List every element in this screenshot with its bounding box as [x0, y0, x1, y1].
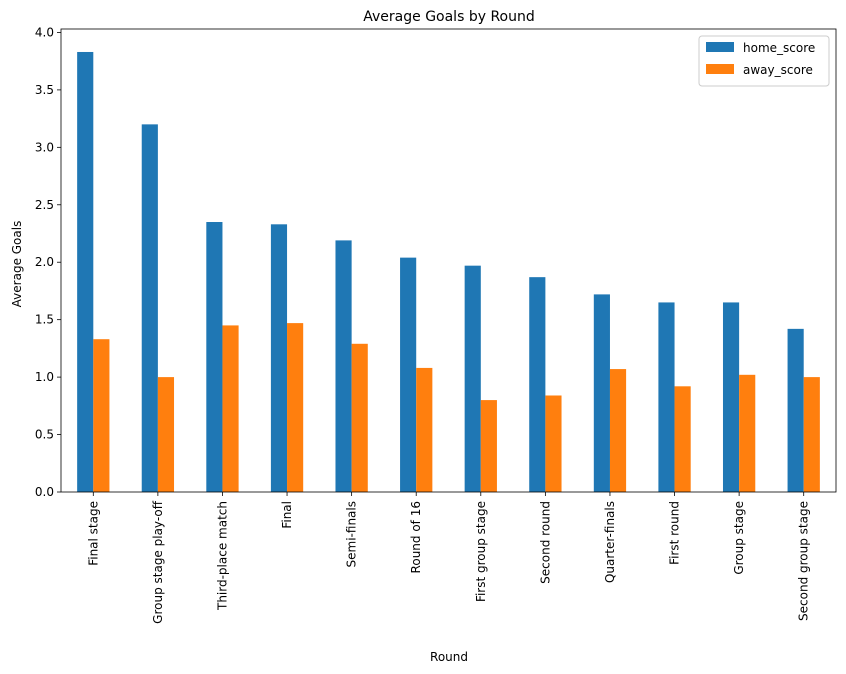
bar-home-score-10 [722, 302, 740, 492]
x-tick-label-0: Final stage [86, 501, 100, 566]
bar-home-score-7 [529, 277, 546, 492]
bar-away-score-3 [287, 323, 304, 492]
x-tick-label-3: Final [280, 501, 294, 529]
bar-away-score-1 [157, 377, 175, 492]
x-tick-label-2: Third-place match [215, 501, 229, 611]
bar-home-score-2 [206, 222, 223, 492]
y-axis-ticks: 0.0 0.5 1.0 1.5 2.0 2.5 3.0 3.5 4.0 [35, 25, 61, 499]
y-tick-label-6: 3.0 [35, 140, 54, 154]
y-tick-label-7: 3.5 [35, 83, 54, 97]
bar-away-score-11 [803, 377, 820, 492]
x-tick-label-6: First group stage [474, 501, 488, 602]
axes-frame [60, 28, 837, 493]
bar-home-score-9 [658, 302, 675, 492]
bar-away-score-10 [739, 374, 756, 492]
y-axis-title: Average Goals [10, 221, 24, 308]
y-tick-label-8: 4.0 [35, 25, 54, 39]
bar-away-score-6 [480, 400, 497, 492]
legend-swatch-away-score [706, 64, 734, 74]
bar-home-score-6 [464, 265, 481, 492]
bar-home-score-4 [335, 240, 352, 492]
bar-away-score-2 [222, 325, 239, 492]
x-tick-label-9: First round [668, 501, 682, 565]
x-tick-label-4: Semi-finals [345, 501, 359, 567]
bar-away-score-4 [351, 343, 368, 492]
bar-home-score-3 [270, 224, 288, 492]
bar-away-score-8 [609, 369, 627, 492]
bar-home-score-8 [593, 294, 610, 492]
bar-home-score-1 [141, 124, 158, 493]
y-tick-label-2: 1.0 [35, 370, 54, 384]
chart-title: Average Goals by Round [363, 9, 535, 25]
x-tick-label-5: Round of 16 [409, 501, 423, 573]
legend-swatch-home-score [706, 42, 734, 52]
legend-label-home-score: home_score [743, 41, 815, 55]
bar-away-score-0 [93, 339, 110, 492]
bar-away-score-9 [674, 386, 691, 492]
legend-label-away-score: away_score [743, 63, 813, 77]
bar-home-score-11 [787, 328, 804, 492]
plot-area [60, 28, 837, 493]
y-tick-label-0: 0.0 [35, 485, 54, 499]
x-tick-label-8: Quarter-finals [603, 501, 617, 583]
x-axis-ticks: Final stage Group stage play-off Third-pla… [86, 492, 811, 624]
x-axis-title: Round [430, 650, 468, 664]
x-tick-label-1: Group stage play-off [151, 500, 165, 624]
x-tick-label-11: Second group stage [797, 501, 811, 621]
bar-away-score-5 [416, 367, 433, 492]
y-tick-label-3: 1.5 [35, 313, 54, 327]
x-tick-label-7: Second round [538, 501, 552, 584]
y-tick-label-1: 0.5 [35, 428, 54, 442]
legend: home_score away_score [698, 35, 830, 87]
x-tick-label-10: Group stage [732, 501, 746, 575]
bar-home-score-0 [77, 51, 94, 492]
y-tick-label-4: 2.0 [35, 255, 54, 269]
bar-home-score-5 [400, 257, 417, 492]
bar-away-score-7 [545, 395, 562, 492]
y-tick-label-5: 2.5 [35, 198, 54, 212]
